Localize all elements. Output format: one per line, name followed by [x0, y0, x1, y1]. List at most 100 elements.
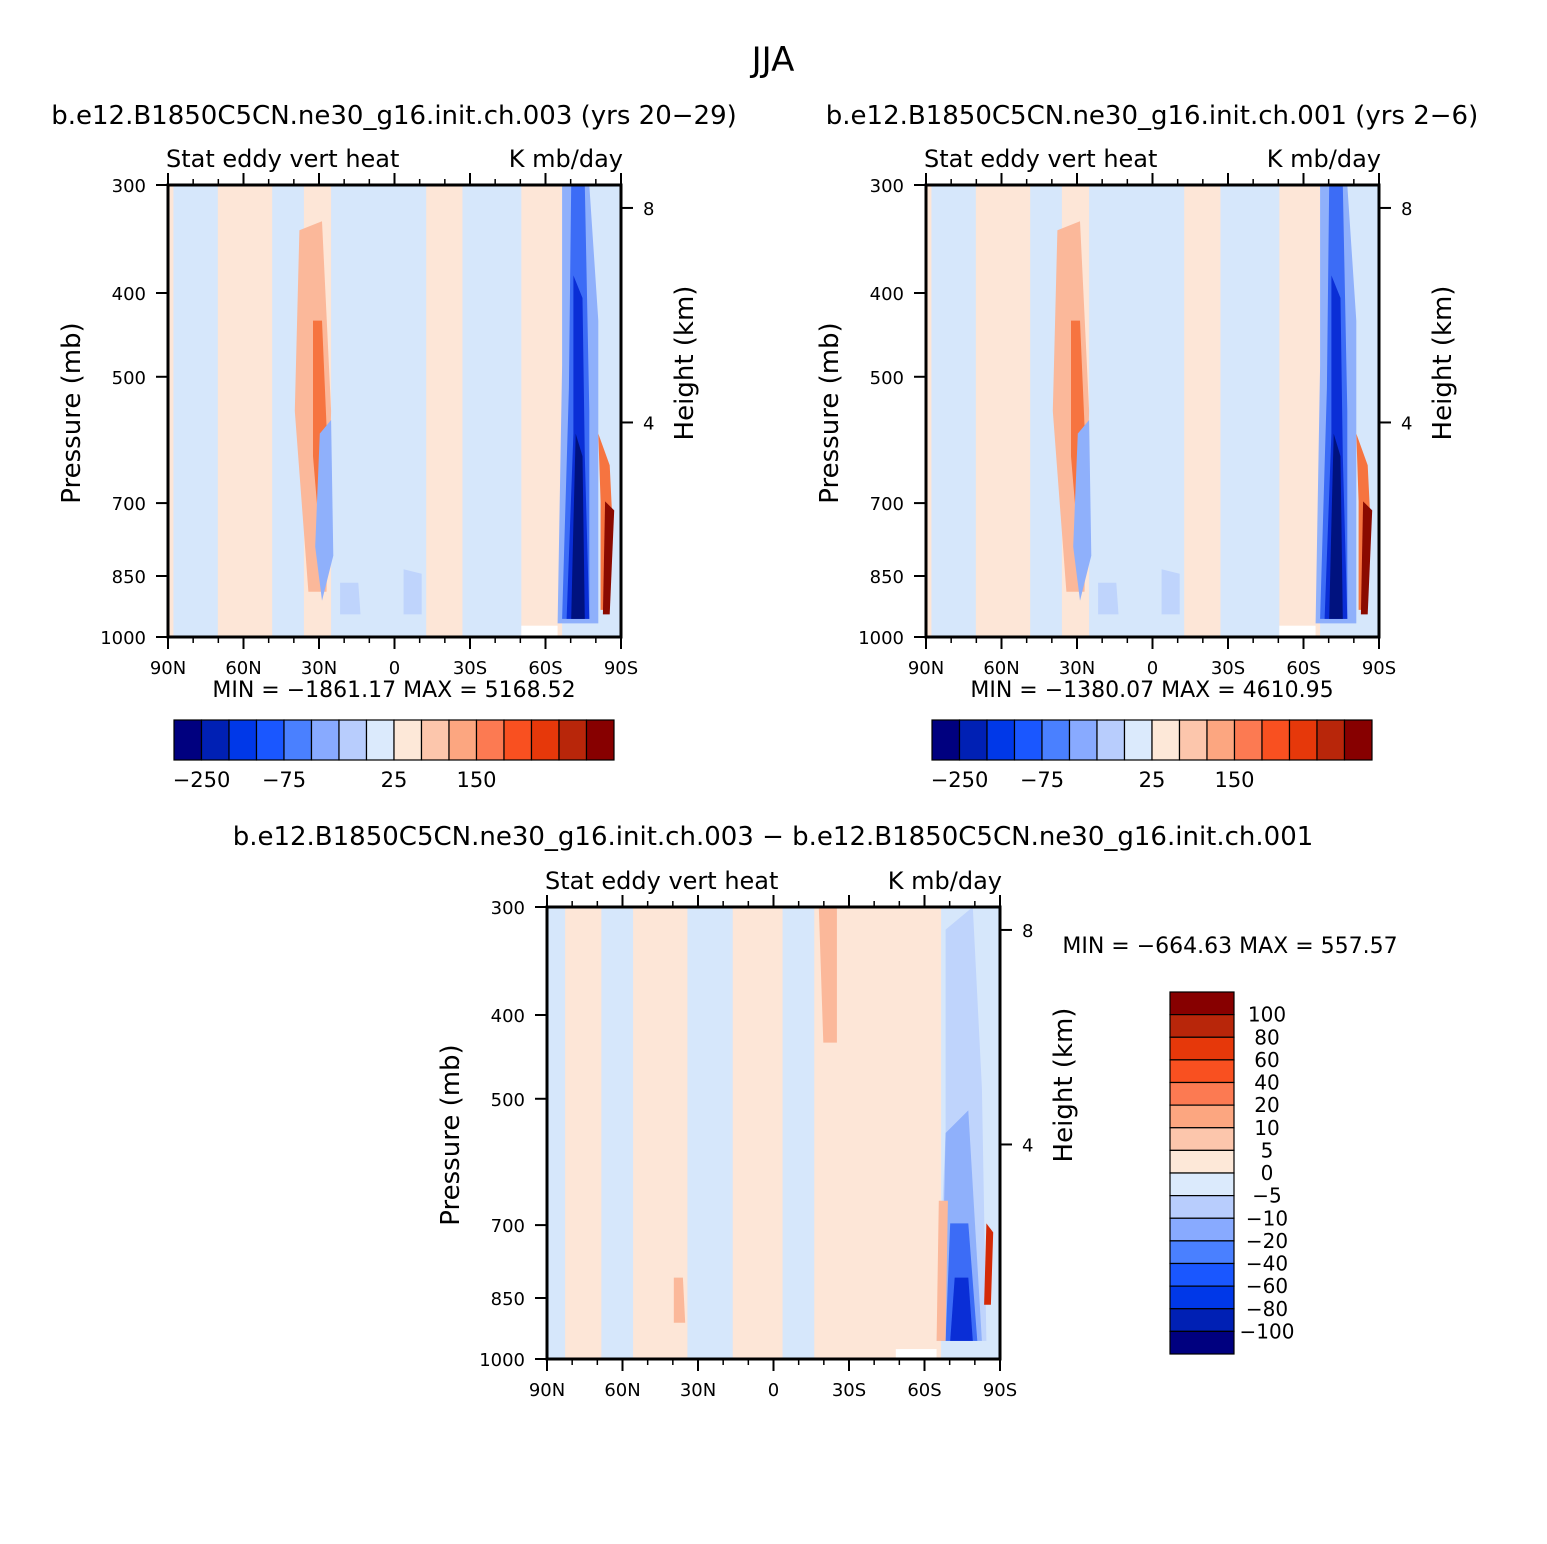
- colorbar-label: 60: [1254, 1048, 1279, 1072]
- colorbar-label: 5: [1261, 1138, 1274, 1162]
- colorbar-box: [1169, 1330, 1235, 1355]
- colorbar-box: [1013, 719, 1043, 761]
- x-tick-label: 0: [1147, 658, 1158, 679]
- field-contour: [315, 420, 334, 601]
- colorbar-label: −75: [262, 768, 306, 792]
- y-tick-label: 700: [491, 1216, 525, 1237]
- field-stripe: [975, 185, 1031, 637]
- field-missing: [1279, 625, 1316, 637]
- variable-label: Stat eddy vert heat: [924, 145, 1157, 173]
- units-label: K mb/day: [888, 867, 1002, 895]
- colorbar-box: [1169, 1081, 1235, 1106]
- colorbar-label: 10: [1254, 1116, 1279, 1140]
- x-tick-label: 30N: [680, 1380, 716, 1401]
- field-stripe: [331, 185, 427, 637]
- colorbar-box: [1096, 719, 1126, 761]
- colorbar-box: [448, 719, 478, 761]
- y2-axis-label: Height (km): [1049, 1008, 1079, 1163]
- colorbar-box: [1343, 719, 1373, 761]
- y-tick-label: 500: [112, 368, 146, 389]
- field-contour: [984, 1223, 994, 1305]
- field-missing: [895, 1349, 937, 1359]
- x-tick-label: 60N: [983, 658, 1019, 679]
- colorbar-box: [1169, 1059, 1235, 1084]
- field-stripe: [1184, 185, 1221, 637]
- colorbar-box: [200, 719, 230, 761]
- colorbar-label: −60: [1246, 1274, 1288, 1298]
- field-contour: [1073, 420, 1092, 601]
- field-stripe: [1089, 185, 1185, 637]
- colorbar-label: −75: [1020, 768, 1064, 792]
- y-tick-label: 850: [491, 1289, 525, 1310]
- field-stripe: [521, 185, 563, 637]
- colorbar-box: [931, 719, 961, 761]
- field-contour: [571, 433, 585, 619]
- min-max-stats: MIN = −1380.07 MAX = 4610.95: [970, 678, 1333, 703]
- colorbar-box: [1169, 1262, 1235, 1287]
- colorbar-label: 40: [1254, 1071, 1279, 1095]
- y-axis-label: Pressure (mb): [436, 1044, 466, 1225]
- field-stripe: [547, 907, 566, 1359]
- colorbar-box: [173, 719, 203, 761]
- colorbar-box: [1123, 719, 1153, 761]
- colorbar-box: [1169, 991, 1235, 1016]
- colorbar-box: [1233, 719, 1263, 761]
- field-stripe: [173, 185, 219, 637]
- field-stripe: [926, 185, 932, 637]
- colorbar-box: [365, 719, 395, 761]
- variable-label: Stat eddy vert heat: [545, 867, 778, 895]
- figure-title: JJA: [750, 40, 795, 80]
- colorbar-box: [475, 719, 505, 761]
- y-tick-label: 1000: [100, 628, 146, 649]
- panels: b.e12.B1850C5CN.ne30_g16.init.ch.003 (yr…: [51, 101, 1478, 1401]
- field-stripe: [931, 185, 977, 637]
- x-tick-label: 90S: [604, 658, 638, 679]
- colorbar-label: −100: [1240, 1319, 1295, 1343]
- field-stripe: [168, 185, 174, 637]
- panel-title: b.e12.B1850C5CN.ne30_g16.init.ch.003 − b…: [233, 822, 1314, 852]
- colorbar-label: −10: [1246, 1206, 1288, 1230]
- colorbar-box: [255, 719, 285, 761]
- field-stripe: [426, 185, 463, 637]
- x-tick-label: 0: [389, 658, 400, 679]
- y2-axis-label: Height (km): [670, 286, 700, 441]
- field-stripe: [1279, 185, 1321, 637]
- x-tick-label: 60N: [604, 1380, 640, 1401]
- colorbar-label: 25: [1139, 768, 1166, 792]
- units-label: K mb/day: [509, 145, 623, 173]
- field-contour: [818, 907, 837, 1043]
- field-stripe: [217, 185, 273, 637]
- min-max-stats: MIN = −1861.17 MAX = 5168.52: [212, 678, 575, 703]
- colorbar-label: 100: [1248, 1003, 1286, 1027]
- colorbar-box: [1169, 1308, 1235, 1332]
- variable-label: Stat eddy vert heat: [166, 145, 399, 173]
- x-tick-label: 90S: [1362, 658, 1396, 679]
- panel-2: b.e12.B1850C5CN.ne30_g16.init.ch.001 (yr…: [815, 101, 1478, 792]
- field-stripe: [732, 907, 784, 1359]
- colorbar-label: −40: [1246, 1252, 1288, 1276]
- y-tick-label: 850: [870, 567, 904, 588]
- panel-title: b.e12.B1850C5CN.ne30_g16.init.ch.003 (yr…: [51, 101, 737, 131]
- colorbar-box: [283, 719, 313, 761]
- colorbar-box: [986, 719, 1016, 761]
- x-tick-label: 0: [768, 1380, 779, 1401]
- colorbar-box: [558, 719, 588, 761]
- x-tick-label: 60N: [225, 658, 261, 679]
- field-stripe: [462, 185, 522, 637]
- y-tick-label: 500: [870, 368, 904, 389]
- colorbar-box: [393, 719, 423, 761]
- colorbar-box: [1169, 1149, 1235, 1174]
- field-stripe: [565, 907, 602, 1359]
- y2-tick-label: 4: [643, 413, 654, 434]
- field-contour: [1329, 433, 1343, 619]
- colorbar-box: [1041, 719, 1071, 761]
- heatmap-field: [168, 185, 621, 637]
- y-tick-label: 850: [112, 567, 146, 588]
- colorbar-box: [1178, 719, 1208, 761]
- field-stripe: [687, 907, 734, 1359]
- x-tick-label: 30S: [453, 658, 487, 679]
- y2-tick-label: 4: [1401, 413, 1412, 434]
- colorbar-label: −20: [1246, 1229, 1288, 1253]
- x-tick-label: 90N: [908, 658, 944, 679]
- x-tick-label: 30S: [1211, 658, 1245, 679]
